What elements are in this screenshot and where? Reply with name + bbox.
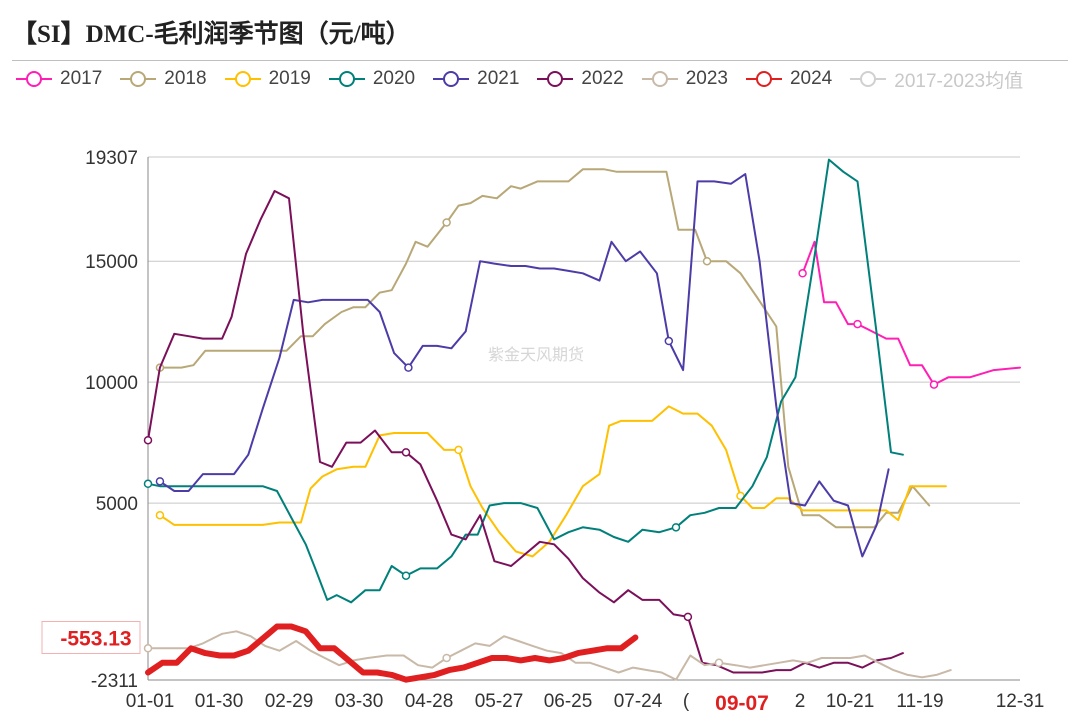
legend-label: 2022 <box>581 68 624 89</box>
series-point-2017 <box>798 269 807 278</box>
series-point-2023 <box>714 658 724 668</box>
x-tick-label: 02-29 <box>265 691 314 712</box>
series-point-2017 <box>929 380 939 389</box>
y-tick-label: 15000 <box>85 252 138 273</box>
x-tick-label: 10-21 <box>826 691 875 712</box>
x-tick-label: 03-30 <box>335 691 384 712</box>
legend-item-2022[interactable]: 2022 <box>535 68 624 90</box>
legend-item-2017-2023均值[interactable]: 2017-2023均值 <box>848 66 1023 93</box>
series-point-2020 <box>671 523 681 532</box>
watermark: 紫金天风期货 <box>488 346 584 364</box>
legend-item-2019[interactable]: 2019 <box>223 68 311 90</box>
series-point-2022 <box>683 612 693 622</box>
legend: 2017 2018 2019 2020 2021 2022 2023 2024 2017-202… <box>14 64 1039 94</box>
x-tick-label: 01-30 <box>195 691 244 712</box>
series-point-2020 <box>401 571 411 580</box>
series-point-2023 <box>143 644 153 653</box>
legend-item-2021[interactable]: 2021 <box>431 68 519 90</box>
legend-marker-icon <box>745 71 782 87</box>
series-point-2019 <box>155 510 165 520</box>
x-tick-label: 05-27 <box>475 691 524 712</box>
y-tick-label: -2311 <box>91 671 138 692</box>
x-tick-label: 11-19 <box>896 691 943 712</box>
series-point-2019 <box>454 445 463 455</box>
legend-label: 2017 <box>60 68 103 89</box>
x-tick-label: 2 <box>795 691 806 712</box>
legend-label: 2018 <box>164 68 207 89</box>
y-tick-label: 19307 <box>85 148 138 169</box>
legend-marker-icon <box>120 71 157 87</box>
legend-marker-icon <box>16 71 52 87</box>
legend-item-2023[interactable]: 2023 <box>640 68 728 90</box>
y-tick-label: 10000 <box>85 373 138 394</box>
last-value-box <box>41 620 141 654</box>
legend-marker-icon <box>433 71 470 87</box>
x-tick-label: 06-25 <box>544 691 593 712</box>
series-point-2022 <box>401 448 411 457</box>
legend-label: 2020 <box>372 68 416 89</box>
legend-label: 2021 <box>477 68 520 89</box>
legend-marker-icon <box>224 71 261 87</box>
title-divider <box>12 60 1068 61</box>
series-point-2018 <box>702 256 712 266</box>
legend-marker-icon <box>537 71 574 87</box>
series-point-2021 <box>664 336 674 346</box>
series-point-2020 <box>143 479 153 489</box>
series-point-2021 <box>155 477 165 486</box>
legend-item-2024[interactable]: 2024 <box>744 68 832 90</box>
series-line-2023 <box>147 630 952 681</box>
legend-item-2017[interactable]: 2017 <box>14 68 102 90</box>
last-value-label: -553.13 <box>60 627 131 650</box>
legend-label: 2019 <box>268 68 311 89</box>
legend-label: 2024 <box>789 68 833 89</box>
series-point-2023 <box>442 653 451 663</box>
legend-label: 2023 <box>685 68 728 89</box>
series-lines <box>143 158 1021 683</box>
series-line-2017 <box>801 240 1021 386</box>
series-point-2017 <box>853 319 862 329</box>
legend-marker-icon <box>641 71 678 87</box>
legend-marker-icon <box>328 71 365 87</box>
series-point-2021 <box>404 363 413 372</box>
legend-marker-icon <box>850 71 887 87</box>
series-point-2018 <box>442 218 451 227</box>
x-tick-label: 07-24 <box>614 691 663 712</box>
axis-ticks: -2311 5000 10000 15000 19307 01-01 01-30 02-29 0… <box>85 148 1044 712</box>
x-tick-label: 12-31 <box>996 691 1045 712</box>
last-date-label: 09-07 <box>715 692 769 715</box>
x-tick-label: ( <box>683 691 690 712</box>
series-line-2021 <box>158 173 890 558</box>
last-date-box <box>698 684 786 718</box>
legend-label: 2017-2023均值 <box>894 70 1024 92</box>
series-point-2022 <box>143 435 153 445</box>
callouts: -553.13 09-07 <box>41 620 786 718</box>
series-line-2022 <box>147 190 904 674</box>
x-tick-label: 01-01 <box>126 691 175 712</box>
x-tick-label: 04-28 <box>405 691 454 712</box>
series-line-2024 <box>145 623 639 683</box>
y-tick-label: 5000 <box>96 494 138 515</box>
series-line-2019 <box>158 405 947 558</box>
legend-item-2018[interactable]: 2018 <box>118 68 207 90</box>
legend-item-2020[interactable]: 2020 <box>327 68 415 90</box>
chart-title: 【SI】DMC-毛利润季节图（元/吨） <box>12 21 411 48</box>
series-line-2020 <box>147 158 904 604</box>
gridlines <box>147 156 1020 681</box>
